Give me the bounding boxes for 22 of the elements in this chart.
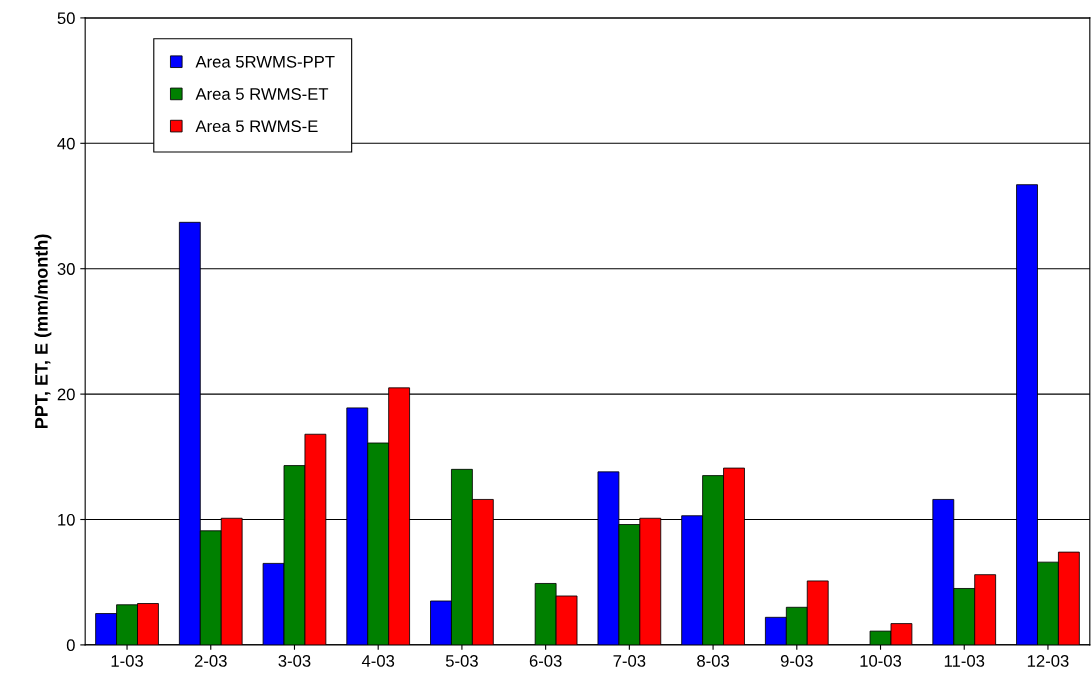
x-tick-label: 10-03 <box>860 655 902 667</box>
y-tick-label: 40 <box>57 137 75 150</box>
legend-label: Area 5 RWMS-E <box>195 120 318 133</box>
y-tick-label: 0 <box>66 639 75 652</box>
x-tick-label: 5-03 <box>445 655 478 667</box>
x-tick-label: 4-03 <box>361 655 395 667</box>
x-tick-label: 3-03 <box>278 655 311 667</box>
x-tick-label: 1-03 <box>111 655 143 667</box>
legend-label: Area 5RWMS-PPT <box>195 55 335 68</box>
y-axis-title: PPT, ET, E (mm/month) <box>34 234 52 428</box>
y-tick-label: 30 <box>57 263 75 275</box>
x-tick-label: 9-03 <box>780 655 813 667</box>
x-tick-label: 8-03 <box>697 655 730 667</box>
y-tick-label: 50 <box>57 12 75 25</box>
legend-label: Area 5 RWMS-ET <box>195 88 329 100</box>
x-tick-label: 2-03 <box>194 655 227 667</box>
x-tick-label: 12-03 <box>1027 655 1069 667</box>
y-tick-label: 20 <box>57 388 75 401</box>
y-tick-label: 10 <box>58 513 75 526</box>
x-tick-label: 7-03 <box>613 655 646 667</box>
x-tick-label: 6-03 <box>529 655 562 667</box>
x-tick-label: 11-03 <box>944 655 985 667</box>
